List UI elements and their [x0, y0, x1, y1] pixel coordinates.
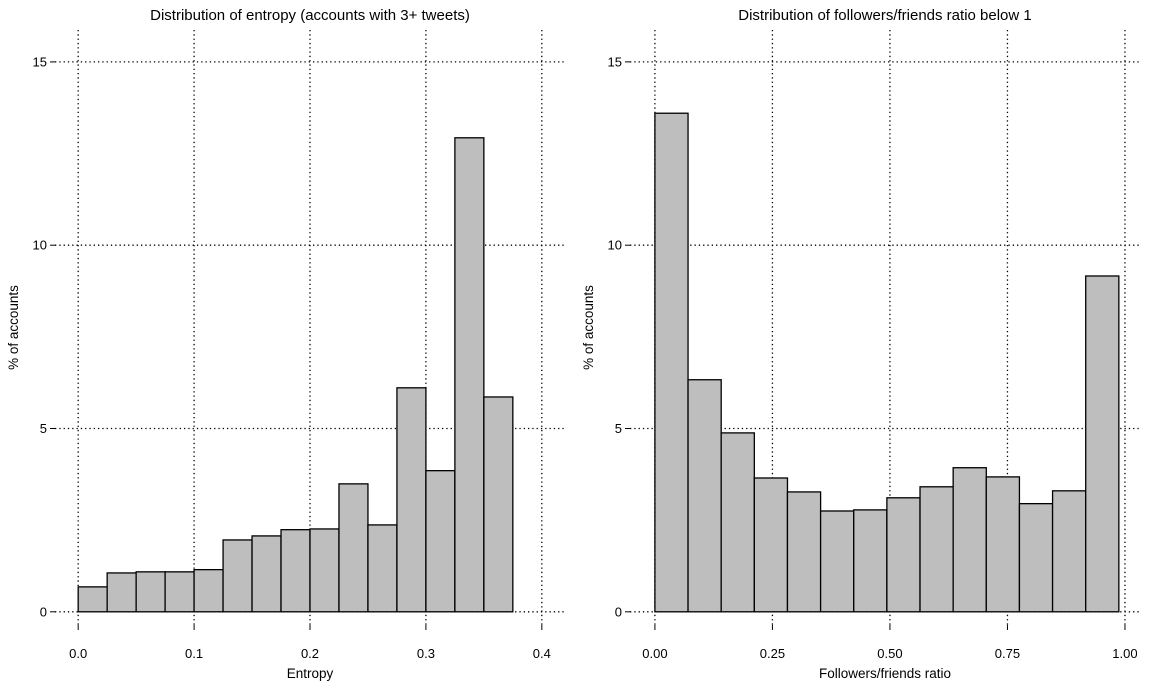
bar	[985, 476, 1021, 613]
x-tick-label: 0.25	[760, 646, 785, 661]
panel: Distribution of entropy (accounts with 3…	[6, 7, 565, 681]
bar	[919, 486, 954, 613]
y-tick-label: 0	[40, 604, 47, 619]
bar	[309, 528, 340, 613]
bar	[77, 586, 108, 613]
x-tick-label: 0.75	[995, 646, 1020, 661]
bar	[753, 477, 789, 613]
bar	[425, 470, 456, 613]
x-tick-label: 0.2	[301, 646, 319, 661]
x-tick-label: 0.50	[877, 646, 902, 661]
x-tick-label: 0.00	[642, 646, 667, 661]
x-tick-label: 0.4	[533, 646, 551, 661]
bar	[819, 510, 855, 613]
bar	[720, 432, 755, 613]
y-tick-label: 5	[615, 421, 622, 436]
y-axis-label: % of accounts	[581, 285, 596, 370]
bar	[193, 568, 224, 613]
chart-title: Distribution of entropy (accounts with 3…	[150, 7, 470, 24]
x-tick-label: 0.1	[185, 646, 203, 661]
bar	[786, 491, 822, 613]
bar	[654, 112, 689, 613]
y-tick-label: 15	[608, 54, 622, 69]
x-tick-label: 0.3	[417, 646, 435, 661]
bar	[853, 509, 888, 613]
bar	[367, 524, 398, 613]
bar	[135, 571, 166, 613]
y-tick-label: 15	[33, 54, 47, 69]
bar	[687, 379, 722, 613]
y-tick-label: 10	[33, 238, 47, 253]
bar	[164, 571, 195, 613]
panel: Distribution of followers/friends ratio …	[581, 7, 1140, 681]
bar	[396, 387, 427, 613]
y-tick-label: 10	[608, 238, 622, 253]
x-axis-label: Followers/friends ratio	[819, 666, 951, 681]
bar	[454, 137, 485, 613]
bar	[483, 396, 514, 613]
bar	[1085, 275, 1120, 613]
bar	[222, 539, 253, 613]
bar	[251, 535, 282, 613]
bar	[952, 467, 987, 613]
bar	[338, 483, 369, 613]
bar	[280, 529, 311, 613]
y-axis-label: % of accounts	[6, 285, 21, 370]
x-tick-label: 0.0	[69, 646, 87, 661]
bar	[886, 497, 921, 613]
bar	[1051, 490, 1087, 613]
bar	[1018, 503, 1054, 613]
bar	[106, 572, 137, 613]
x-tick-label: 1.00	[1112, 646, 1137, 661]
y-tick-label: 0	[615, 604, 622, 619]
chart-title: Distribution of followers/friends ratio …	[738, 7, 1031, 24]
x-axis-label: Entropy	[287, 666, 334, 681]
y-tick-label: 5	[40, 421, 47, 436]
